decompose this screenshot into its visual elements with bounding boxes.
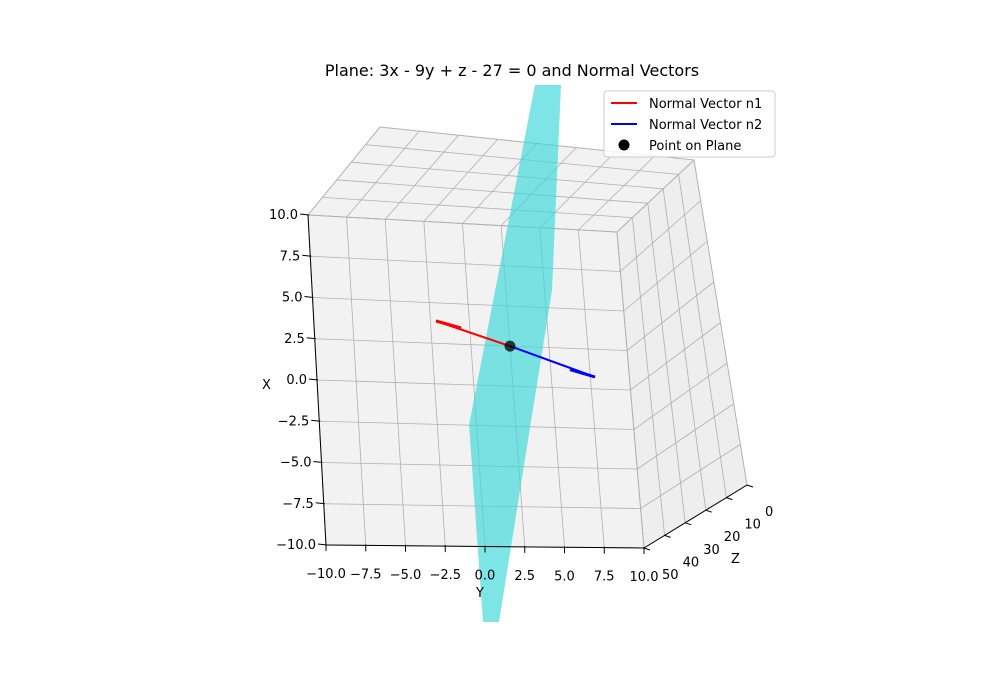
grid-line: [310, 255, 621, 272]
grid-line: [620, 200, 701, 272]
z-tick-label: 0: [765, 505, 773, 520]
y-tick-label: 10.0: [630, 570, 659, 585]
grid-line: [616, 231, 645, 549]
legend-frame: [603, 90, 776, 158]
grid-line: [633, 362, 728, 430]
z-tick-label: 10: [744, 518, 761, 533]
point-on-plane: [504, 340, 516, 352]
x-tick-mark: [302, 254, 312, 257]
x-tick-mark: [308, 378, 319, 381]
grid-line: [623, 240, 708, 312]
legend-dot-swatch: [618, 139, 630, 151]
x-tick-label: 2.5: [284, 332, 305, 347]
y-tick-label: −10.0: [306, 567, 346, 582]
grid-line: [616, 159, 695, 233]
grid-line: [336, 179, 648, 204]
grid-line: [640, 444, 741, 509]
grid-line: [307, 214, 618, 233]
grid-line: [693, 159, 748, 486]
z-tick-mark: [685, 522, 692, 526]
y-axis-label: Y: [475, 586, 484, 601]
z-tick-mark: [705, 509, 712, 513]
grid-line: [316, 379, 631, 391]
y-tick-label: 2.5: [514, 569, 535, 584]
x-tick-label: 0.0: [286, 373, 307, 388]
x-tick-mark: [313, 461, 323, 463]
grid-line: [346, 130, 420, 218]
x-tick-mark: [299, 213, 310, 216]
x-ticks: 10.0 7.5 5.0 2.5 0.0 −2.5 −5.0 −7.5 −10.0: [269, 208, 328, 553]
y-tick-label: −5.0: [390, 568, 422, 583]
grid-line: [384, 134, 459, 220]
x-tick-mark: [304, 296, 314, 298]
z-axis-label: Z: [731, 552, 740, 567]
z-axis-line: [643, 484, 748, 549]
legend-label: Normal Vector n2: [649, 118, 762, 133]
legend-label: Point on Plane: [649, 139, 741, 154]
z-tick-label: 40: [683, 555, 700, 570]
x-tick-mark: [311, 419, 321, 422]
y-tick-label: −2.5: [429, 568, 461, 583]
y-ticks: −10.0 −7.5 −5.0 −2.5 0.0 2.5 5.0 7.5 10.0: [306, 544, 658, 585]
z-tick-label: 50: [662, 568, 679, 583]
grid-line: [578, 155, 656, 231]
legend-label: Normal Vector n1: [649, 97, 762, 112]
grid-line: [632, 217, 665, 536]
z-tick-mark: [664, 534, 671, 538]
grid-line: [647, 203, 686, 523]
x-tick-label: 5.0: [282, 291, 303, 306]
grid-line: [423, 139, 499, 222]
chart-title: Plane: 3x - 9y + z - 27 = 0 and Normal V…: [325, 61, 699, 80]
axis-panes: [306, 126, 748, 549]
z-tick-mark: [726, 497, 733, 501]
grid-line: [312, 297, 624, 312]
grid-line: [314, 338, 628, 351]
normal-vectors: [435, 319, 596, 379]
grid-line: [577, 229, 605, 548]
x-tick-label: −2.5: [278, 414, 310, 429]
plane-surface-group: [469, 85, 561, 622]
normal-vector-arrowhead: [569, 368, 596, 379]
grid-line: [678, 174, 727, 498]
z-tick-mark: [643, 547, 651, 551]
grid-line: [637, 403, 734, 470]
y-tick-label: −7.5: [350, 567, 382, 582]
z-tick-mark: [746, 484, 754, 488]
x-tick-mark: [315, 502, 325, 505]
grid-line: [626, 281, 715, 351]
grid-line: [630, 322, 721, 391]
y-tick-label: 7.5: [594, 570, 615, 585]
grid-line: [307, 126, 381, 216]
legend: Normal Vector n1 Normal Vector n2 Point on…: [603, 90, 776, 158]
grid-line: [322, 197, 633, 218]
x-tick-label: −10.0: [276, 538, 316, 553]
y-tick-label: 0.0: [475, 569, 496, 584]
grid-lines: [307, 126, 748, 549]
x-tick-label: −5.0: [280, 456, 312, 471]
x-axis-label: X: [262, 378, 271, 393]
x-tick-mark: [306, 337, 316, 340]
x-tick-label: −7.5: [282, 497, 314, 512]
x-tick-label: 10.0: [269, 208, 298, 223]
z-tick-label: 20: [724, 530, 741, 545]
grid-line: [351, 161, 664, 190]
y-tick-label: 5.0: [554, 569, 575, 584]
z-tick-label: 30: [703, 543, 720, 558]
plane-surface: [469, 85, 561, 622]
normal-vector-arrowhead: [435, 319, 462, 330]
x-tick-label: 7.5: [280, 249, 301, 264]
grid-line: [662, 188, 707, 511]
